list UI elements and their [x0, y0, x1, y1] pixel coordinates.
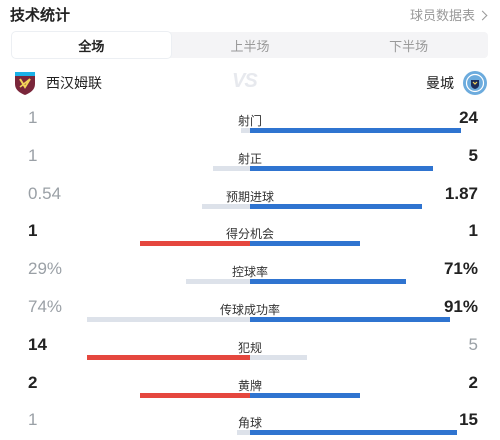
home-stat-bar	[213, 165, 250, 171]
player-data-link-label: 球员数据表	[409, 8, 475, 23]
home-stat-bar	[87, 316, 250, 322]
away-stat-value: 91%	[443, 296, 478, 316]
stat-label: 得分机会	[225, 227, 274, 242]
home-stat-bar	[237, 430, 250, 436]
home-stat-value: 1	[28, 145, 38, 165]
stat-label: 射正	[237, 151, 262, 166]
stat-row: 1 角球 15	[0, 408, 500, 440]
stat-label: 传球成功率	[219, 302, 280, 317]
away-stat-value: 2	[468, 372, 478, 392]
stat-label: 黄牌	[237, 378, 262, 393]
stat-label: 角球	[237, 416, 262, 431]
stats-header: 技术统计 球员数据表	[0, 0, 500, 28]
stat-row: 1 得分机会 1	[0, 219, 500, 257]
away-stat-value: 15	[459, 410, 478, 430]
home-stat-value: 1	[28, 221, 38, 241]
away-stat-bar	[250, 430, 457, 436]
teams-row: 西汉姆联 VS 曼城	[0, 66, 500, 98]
home-stat-value: 74%	[28, 296, 63, 316]
away-stat-value: 1.87	[444, 183, 478, 203]
away-team-name: 曼城	[426, 75, 454, 91]
tab-second-half[interactable]: 下半场	[389, 38, 429, 54]
home-stat-value: 29%	[28, 259, 63, 279]
home-stat-bar	[140, 392, 250, 398]
stat-row: 29% 控球率 71%	[0, 257, 500, 295]
away-stat-value: 71%	[443, 259, 478, 279]
home-stat-value: 0.54	[28, 183, 62, 203]
vs-mark: VS	[232, 70, 258, 92]
away-stat-bar	[250, 165, 433, 171]
away-stat-bar	[250, 241, 360, 247]
home-stat-bar	[140, 241, 250, 247]
stats-list: 1 射门 24 1 射正 5 0.54 预期进球 1.87 1 得分机会 1 29% 控球率 71% 74% 传…	[0, 106, 500, 440]
away-stat-bar	[250, 279, 406, 285]
away-stat-bar	[250, 203, 422, 209]
west-ham-crest-icon	[15, 72, 35, 95]
away-stat-value: 1	[468, 221, 478, 241]
home-stat-bar	[87, 354, 250, 360]
away-stat-bar	[250, 354, 307, 360]
away-stat-bar	[250, 316, 450, 322]
stat-row: 2 黄牌 2	[0, 371, 500, 409]
stat-label: 射门	[237, 114, 262, 128]
chevron-right-icon	[477, 10, 488, 20]
stat-label: 控球率	[231, 265, 268, 280]
period-tabs: 全场 上半场 下半场	[12, 32, 488, 58]
away-stat-value: 5	[468, 334, 478, 354]
away-stat-value: 5	[468, 145, 478, 165]
home-stat-value: 14	[28, 334, 47, 354]
stat-row: 14 犯规 5	[0, 333, 500, 371]
away-stat-bar	[250, 392, 360, 398]
home-stat-value: 1	[28, 108, 38, 127]
stat-row: 74% 传球成功率 91%	[0, 295, 500, 333]
tab-full-match[interactable]: 全场	[12, 32, 171, 58]
tab-first-half[interactable]: 上半场	[230, 38, 270, 54]
home-team-name: 西汉姆联	[46, 75, 102, 91]
home-stat-value: 1	[28, 410, 38, 430]
stat-row: 0.54 预期进球 1.87	[0, 182, 500, 220]
home-stat-value: 2	[28, 372, 38, 392]
stat-row: 1 射门 24	[0, 106, 500, 144]
stat-label: 犯规	[237, 340, 262, 355]
section-title: 技术统计	[10, 7, 71, 24]
away-stat-bar	[250, 128, 461, 133]
away-team[interactable]: 曼城	[426, 70, 488, 96]
away-stat-value: 24	[459, 108, 478, 127]
home-stat-bar	[241, 128, 250, 133]
stat-row: 1 射正 5	[0, 144, 500, 182]
man-city-crest-icon	[463, 71, 487, 95]
home-team[interactable]: 西汉姆联	[12, 70, 102, 96]
player-data-link[interactable]: 球员数据表	[409, 5, 488, 24]
stat-label: 预期进球	[225, 189, 274, 204]
home-stat-bar	[202, 203, 250, 209]
home-stat-bar	[186, 279, 250, 285]
